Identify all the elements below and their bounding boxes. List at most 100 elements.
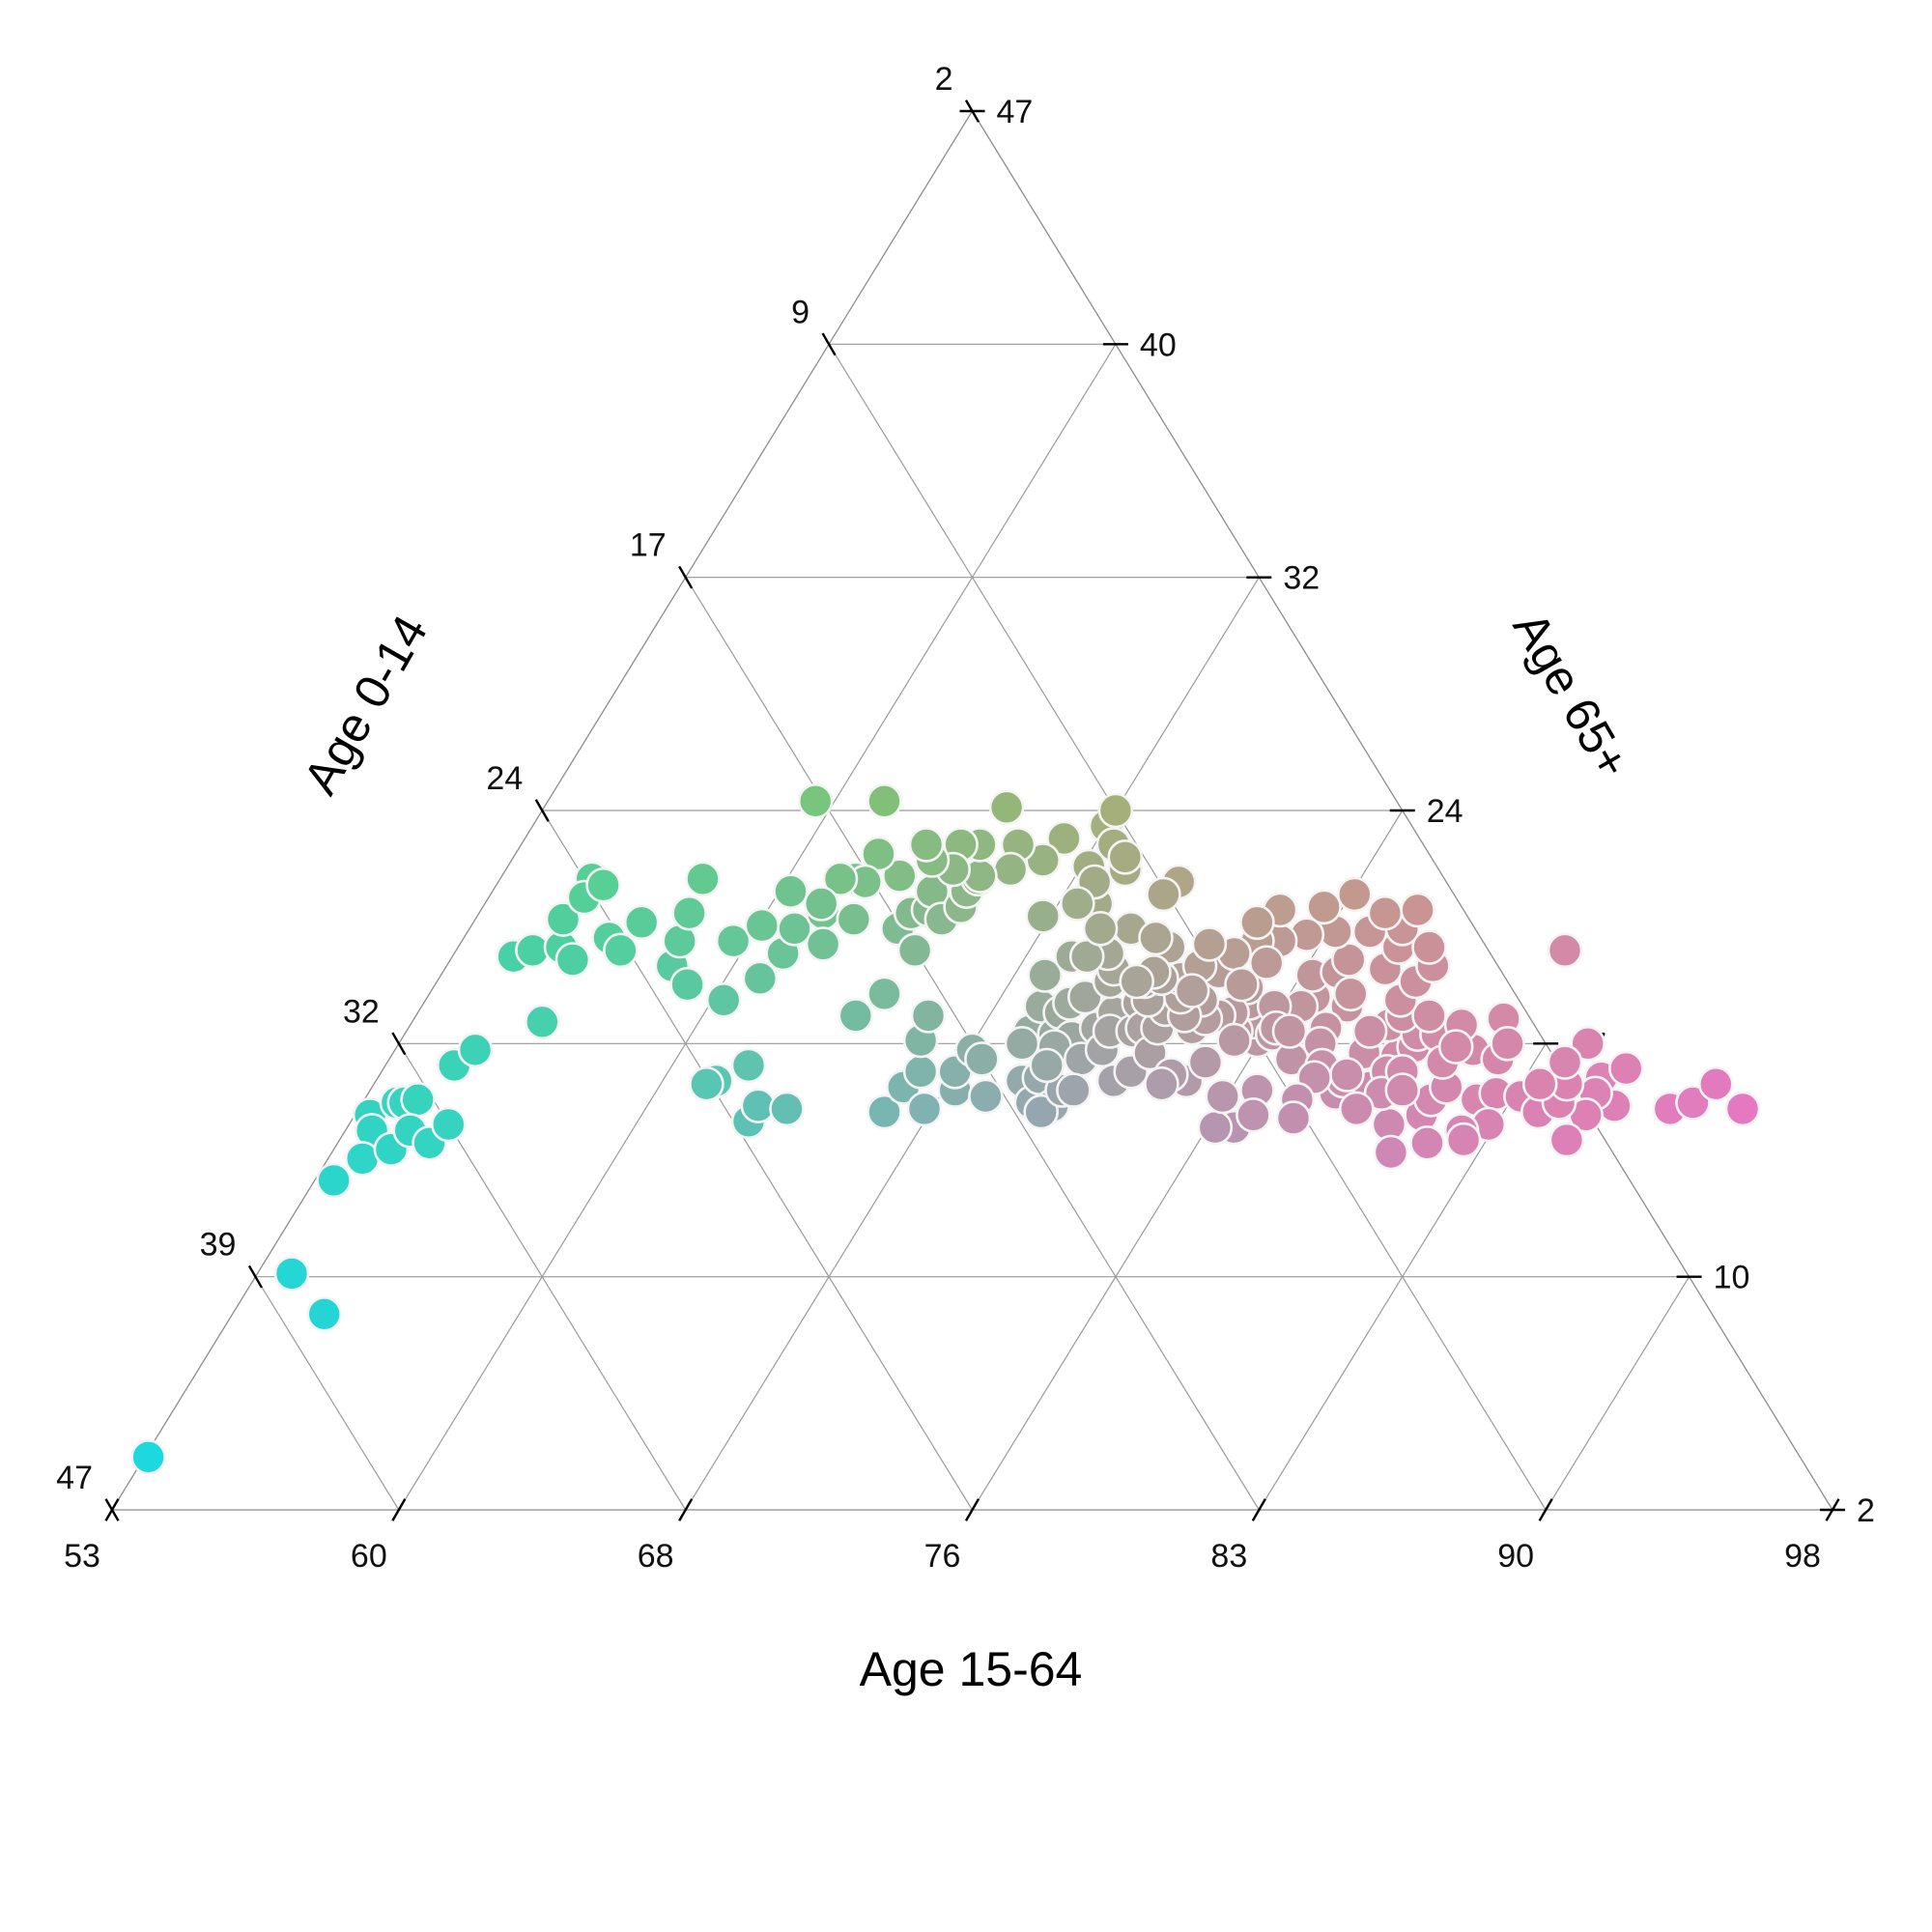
- data-point-46: [836, 901, 872, 937]
- tick-label-age-65-5: 40: [1140, 327, 1177, 363]
- data-point-71: [1023, 1094, 1059, 1130]
- tick-label-age-0-14-0: 2: [935, 61, 953, 98]
- data-point-252: [1608, 1050, 1644, 1087]
- data-points: [130, 782, 1761, 1475]
- data-point-35: [689, 1065, 724, 1102]
- data-point-132: [1097, 792, 1134, 829]
- data-point-201: [1333, 976, 1369, 1012]
- tick-label-age-65-0: 2: [1857, 1492, 1875, 1529]
- data-point-264: [1275, 1100, 1312, 1136]
- data-point-113: [1025, 842, 1061, 878]
- data-point-1: [273, 1256, 310, 1292]
- data-point-251: [1548, 1122, 1585, 1158]
- data-point-122: [881, 858, 918, 894]
- tick-mark-age-0-14-4: [391, 1032, 407, 1056]
- data-point-230: [1339, 1091, 1375, 1127]
- tick-label-age-15-64-3: 76: [924, 1538, 961, 1575]
- tick-mark-age-15-64-1: [391, 1498, 407, 1521]
- data-point-213: [1400, 892, 1435, 928]
- data-point-259: [1547, 932, 1583, 969]
- tick-mark-age-15-64-2: [678, 1498, 694, 1521]
- data-point-129: [867, 782, 902, 819]
- data-point-236: [1329, 1057, 1365, 1093]
- data-point-167: [1060, 886, 1095, 922]
- data-point-83: [1029, 1047, 1065, 1084]
- data-point-15: [430, 1106, 467, 1143]
- data-point-75: [910, 998, 947, 1034]
- tick-label-age-65-1: 10: [1714, 1260, 1750, 1296]
- data-point-156: [1174, 973, 1210, 1009]
- data-point-207: [1224, 966, 1260, 1003]
- data-point-212: [1367, 895, 1404, 931]
- data-point-227: [1409, 1125, 1445, 1161]
- tick-mark-age-0-14-2: [678, 565, 694, 589]
- data-point-168: [1082, 910, 1119, 947]
- data-point-265: [1205, 1078, 1240, 1115]
- data-point-158: [1119, 963, 1154, 1000]
- data-point-10: [400, 1082, 436, 1118]
- tick-label-age-15-64-0: 53: [64, 1538, 100, 1575]
- data-point-205: [1271, 1013, 1308, 1049]
- tick-label-age-0-14-5: 39: [200, 1227, 237, 1264]
- tick-label-age-15-64-1: 60: [351, 1538, 387, 1575]
- data-point-27: [623, 904, 660, 941]
- tick-label-age-15-64-2: 68: [638, 1538, 674, 1575]
- data-point-164: [1138, 920, 1174, 956]
- tick-label-age-0-14-2: 17: [630, 527, 667, 564]
- data-point-52: [896, 932, 933, 969]
- data-point-250: [1547, 1044, 1583, 1080]
- tick-label-age-0-14-3: 24: [486, 760, 523, 797]
- data-point-26: [524, 1004, 560, 1040]
- data-point-211: [1411, 929, 1447, 965]
- tick-label-age-65-4: 32: [1283, 560, 1320, 597]
- tick-label-age-0-14-6: 47: [56, 1460, 93, 1496]
- tick-mark-age-0-14-3: [534, 799, 550, 822]
- data-point-200: [1248, 945, 1285, 981]
- data-point-126: [803, 886, 839, 922]
- data-point-128: [744, 907, 781, 944]
- data-point-103: [1004, 1026, 1040, 1062]
- data-point-33: [705, 982, 742, 1018]
- tick-mark-age-15-64-5: [1538, 1498, 1553, 1521]
- data-point-102: [1144, 1065, 1179, 1102]
- data-point-23: [585, 867, 621, 903]
- data-point-85: [1056, 1072, 1092, 1108]
- data-point-49: [867, 976, 902, 1012]
- data-point-40: [715, 923, 752, 959]
- data-point-25: [603, 932, 639, 969]
- tick-label-age-15-64-5: 90: [1497, 1538, 1534, 1575]
- data-point-256: [1698, 1065, 1734, 1102]
- data-point-112: [1046, 820, 1082, 857]
- data-point-0: [130, 1439, 166, 1475]
- data-point-258: [1490, 1026, 1525, 1062]
- tick-label-age-0-14-1: 9: [791, 294, 810, 330]
- data-point-254: [1675, 1085, 1711, 1121]
- gridline-014-4: [254, 1276, 400, 1511]
- data-point-238: [1445, 1122, 1482, 1158]
- data-point-255: [1724, 1091, 1761, 1127]
- tick-mark-age-0-14-5: [247, 1264, 263, 1289]
- data-point-39: [769, 1091, 805, 1127]
- data-point-266: [1236, 1097, 1271, 1133]
- data-point-30: [671, 895, 707, 931]
- data-point-62: [906, 1091, 943, 1127]
- data-point-199: [1191, 926, 1228, 962]
- data-point-130: [797, 782, 834, 819]
- data-point-13: [457, 1032, 494, 1068]
- data-point-181: [1351, 1013, 1388, 1049]
- data-point-73: [964, 1041, 1000, 1077]
- data-point-162: [1025, 898, 1061, 934]
- data-point-19: [545, 901, 582, 937]
- tick-mark-age-0-14-1: [821, 332, 837, 356]
- data-point-131: [988, 789, 1025, 826]
- data-point-2: [306, 1296, 343, 1332]
- data-point-166: [1107, 838, 1144, 875]
- data-point-240: [1373, 1134, 1409, 1171]
- data-point-41: [742, 960, 779, 997]
- axis-title-age-65-plus: Age 65+: [1503, 603, 1640, 787]
- data-point-66: [968, 1078, 1004, 1115]
- data-point-215: [1306, 889, 1342, 925]
- data-point-31: [685, 861, 721, 897]
- data-point-105: [1027, 957, 1063, 993]
